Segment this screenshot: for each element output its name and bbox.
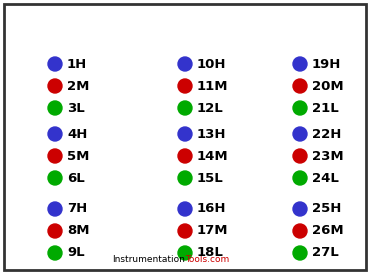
Text: Tools.com: Tools.com bbox=[185, 255, 229, 264]
Text: 22H: 22H bbox=[312, 127, 342, 141]
Text: 8M: 8M bbox=[67, 224, 90, 238]
Text: 1H: 1H bbox=[67, 58, 87, 70]
Text: 23M: 23M bbox=[312, 150, 344, 162]
Text: 2M: 2M bbox=[67, 79, 90, 93]
Text: 13H: 13H bbox=[197, 127, 226, 141]
Circle shape bbox=[293, 224, 307, 238]
Text: 16H: 16H bbox=[197, 202, 226, 215]
Circle shape bbox=[48, 246, 62, 260]
Text: 9L: 9L bbox=[67, 247, 85, 259]
Text: 6L: 6L bbox=[67, 172, 85, 184]
Text: 19H: 19H bbox=[312, 58, 342, 70]
Text: 24L: 24L bbox=[312, 172, 339, 184]
Circle shape bbox=[48, 79, 62, 93]
Circle shape bbox=[293, 149, 307, 163]
Text: 3L: 3L bbox=[67, 101, 85, 115]
Circle shape bbox=[178, 101, 192, 115]
Text: 25H: 25H bbox=[312, 202, 342, 215]
Circle shape bbox=[293, 127, 307, 141]
Circle shape bbox=[178, 57, 192, 71]
Text: 27L: 27L bbox=[312, 247, 339, 259]
Circle shape bbox=[293, 79, 307, 93]
Circle shape bbox=[178, 127, 192, 141]
Circle shape bbox=[178, 224, 192, 238]
Circle shape bbox=[48, 224, 62, 238]
Circle shape bbox=[48, 101, 62, 115]
Circle shape bbox=[48, 202, 62, 216]
Circle shape bbox=[293, 57, 307, 71]
Text: 14M: 14M bbox=[197, 150, 229, 162]
Text: 15L: 15L bbox=[197, 172, 224, 184]
Text: 12L: 12L bbox=[197, 101, 224, 115]
Circle shape bbox=[48, 127, 62, 141]
Text: 10H: 10H bbox=[197, 58, 226, 70]
Circle shape bbox=[293, 202, 307, 216]
Text: 7H: 7H bbox=[67, 202, 87, 215]
Circle shape bbox=[48, 171, 62, 185]
Text: 5M: 5M bbox=[67, 150, 90, 162]
Circle shape bbox=[178, 79, 192, 93]
Circle shape bbox=[48, 149, 62, 163]
Text: 11M: 11M bbox=[197, 79, 229, 93]
Text: 21L: 21L bbox=[312, 101, 339, 115]
Circle shape bbox=[293, 171, 307, 185]
Circle shape bbox=[178, 202, 192, 216]
Circle shape bbox=[178, 149, 192, 163]
Text: 18L: 18L bbox=[197, 247, 224, 259]
Text: 4H: 4H bbox=[67, 127, 87, 141]
Text: 26M: 26M bbox=[312, 224, 344, 238]
Text: Instrumentation: Instrumentation bbox=[112, 255, 185, 264]
Circle shape bbox=[178, 171, 192, 185]
Text: 20M: 20M bbox=[312, 79, 344, 93]
Circle shape bbox=[293, 101, 307, 115]
Circle shape bbox=[293, 246, 307, 260]
Text: 17M: 17M bbox=[197, 224, 229, 238]
Circle shape bbox=[178, 246, 192, 260]
Circle shape bbox=[48, 57, 62, 71]
